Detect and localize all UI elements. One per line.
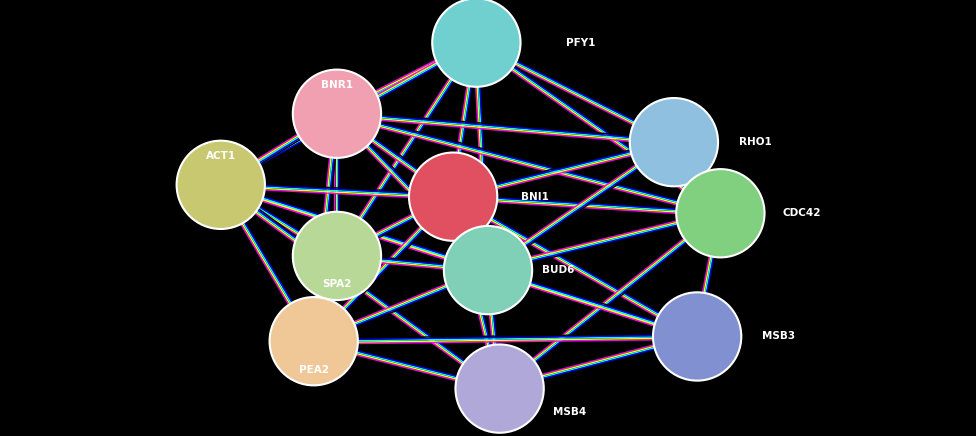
Ellipse shape [269, 297, 358, 385]
Ellipse shape [653, 292, 742, 381]
Text: PFY1: PFY1 [566, 37, 595, 48]
Ellipse shape [293, 212, 381, 300]
Ellipse shape [177, 141, 264, 229]
Text: MSB3: MSB3 [762, 331, 795, 341]
Text: BUD6: BUD6 [542, 265, 574, 275]
Ellipse shape [630, 98, 718, 186]
Ellipse shape [293, 70, 381, 158]
Text: ACT1: ACT1 [206, 151, 236, 161]
Ellipse shape [676, 169, 764, 257]
Text: BNR1: BNR1 [321, 80, 353, 90]
Text: MSB4: MSB4 [552, 407, 586, 417]
Text: SPA2: SPA2 [322, 279, 351, 290]
Ellipse shape [409, 153, 498, 241]
Text: RHO1: RHO1 [739, 137, 772, 147]
Text: BNI1: BNI1 [520, 192, 549, 202]
Ellipse shape [432, 0, 520, 87]
Ellipse shape [444, 226, 532, 314]
Text: PEA2: PEA2 [299, 364, 329, 375]
Ellipse shape [456, 344, 544, 433]
Text: CDC42: CDC42 [783, 208, 821, 218]
